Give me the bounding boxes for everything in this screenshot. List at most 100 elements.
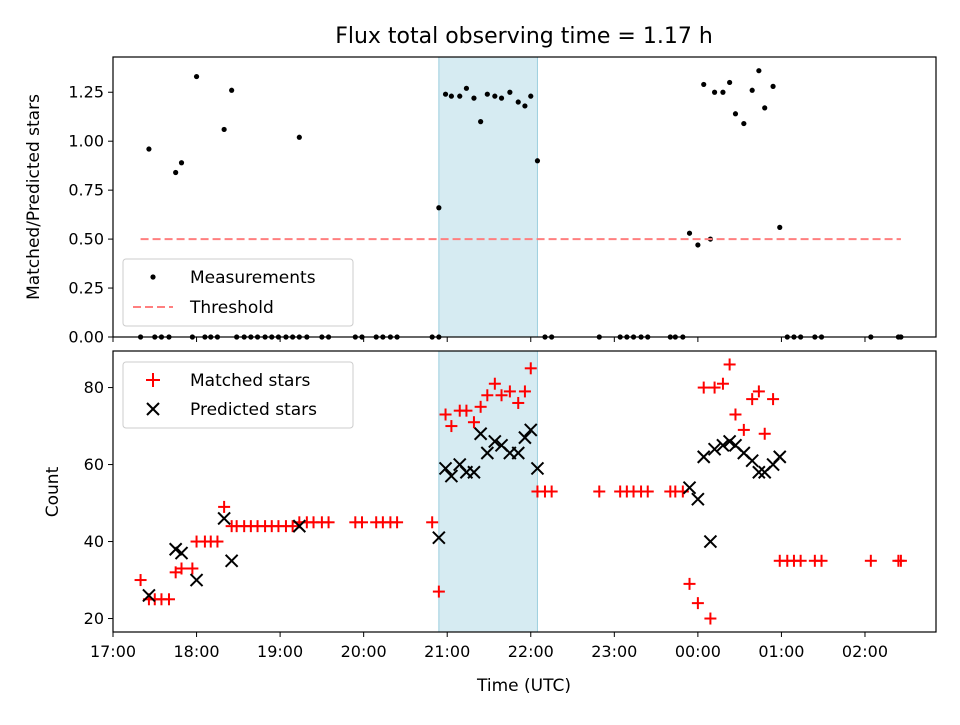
measurement-point (484, 91, 490, 97)
predicted-star-point (682, 480, 697, 495)
measurement-point (762, 105, 768, 111)
y-tick-label: 0.50 (68, 230, 104, 249)
matched-star-point (593, 485, 606, 498)
matched-star-point (641, 485, 654, 498)
matched-star-point (691, 597, 704, 610)
measurement-point (442, 91, 449, 97)
y-tick-label: 80 (84, 378, 104, 397)
predicted-star-point (444, 469, 459, 483)
predicted-star-point (524, 423, 538, 437)
measurement-point (727, 79, 733, 86)
legend-matched-marker (146, 373, 160, 387)
predicted-star-point (773, 450, 787, 464)
y-tick-label: 1.25 (68, 83, 104, 102)
matched-star-point (503, 385, 516, 398)
matched-star-point (322, 516, 335, 529)
measurement-point (193, 73, 200, 80)
matched-star-point (758, 427, 771, 440)
matched-star-point (794, 554, 807, 567)
top-axes: 0.00 0.25 0.50 0.75 1.00 1.25 Matched/Predict… (24, 56, 937, 347)
predicted-star-point (707, 442, 722, 456)
measurement-point (720, 89, 726, 95)
x-tick-label: 17:00 (90, 642, 136, 661)
measurement-point (741, 120, 747, 127)
measurement-point (515, 99, 521, 105)
matched-star-point (460, 404, 473, 417)
predicted-star-point (217, 511, 231, 526)
x-tick-label: 19:00 (257, 642, 303, 661)
measurement-point (528, 93, 534, 99)
matched-star-point (518, 385, 531, 398)
matched-star-point (512, 396, 525, 409)
measurement-point (492, 93, 498, 99)
legend-threshold-label: Threshold (189, 298, 274, 318)
matched-star-point (737, 423, 750, 436)
matched-star-point (445, 420, 458, 433)
matched-star-point (439, 408, 452, 421)
matched-star-point (704, 612, 717, 625)
predicted-star-point (432, 530, 446, 545)
y-tick-label: 1.00 (68, 132, 104, 151)
measurement-point (498, 95, 505, 101)
x-tick-label: 18:00 (173, 642, 219, 661)
legend-matched-label: Matched stars (190, 371, 310, 391)
predicted-star-point (530, 461, 545, 476)
measurement-point (146, 146, 152, 152)
top-axes-frame (112, 56, 937, 338)
measurement-point (711, 89, 718, 95)
predicted-star-point (488, 434, 502, 449)
legend-measurements-marker (150, 274, 156, 280)
predicted-star-point (142, 588, 156, 603)
chart-title: Flux total observing time = 1.17 h (335, 24, 713, 49)
matched-star-point (683, 577, 696, 590)
predicted-star-point (168, 542, 183, 556)
predicted-star-point (703, 534, 718, 549)
x-tick-label: 00:00 (675, 642, 721, 661)
matched-star-point (524, 362, 537, 375)
y-tick-label: 0.25 (68, 279, 104, 298)
predicted-star-point (752, 465, 766, 479)
y-tick-label: 40 (84, 532, 104, 551)
top-legend: Measurements Threshold (122, 258, 354, 327)
x-axis-label: Time (UTC) (476, 676, 571, 696)
predicted-star-point (174, 546, 189, 560)
top-legend-box (122, 258, 354, 327)
matched-star-point (432, 585, 445, 598)
measurement-point (522, 103, 528, 109)
measurement-point (471, 95, 477, 101)
measurement-point (695, 242, 701, 248)
matched-star-point (218, 500, 231, 513)
predicted-star-point (511, 446, 525, 460)
legend-predicted-marker (146, 402, 160, 416)
predicted-star-point (438, 461, 453, 476)
measurement-point (178, 160, 185, 166)
matched-star-point (697, 381, 710, 394)
matched-star-point (391, 516, 404, 529)
measurement-point (534, 158, 541, 164)
matched-star-point (545, 485, 558, 498)
y-tick-label: 60 (84, 455, 104, 474)
bottom-y-axis-label: Count (43, 466, 63, 517)
matched-star-point (488, 377, 501, 390)
matched-star-point (864, 554, 877, 567)
measurement-point (756, 68, 762, 74)
matched-star-point (723, 358, 736, 371)
legend-predicted-label: Predicted stars (190, 400, 317, 420)
measurement-point (296, 134, 302, 140)
bottom-y-ticks: 20 40 60 80 (84, 378, 113, 628)
x-tick-label: 23:00 (591, 642, 637, 661)
measurement-point (463, 85, 470, 91)
matched-star-point (211, 535, 224, 548)
y-tick-label: 0.75 (68, 181, 104, 200)
predicted-star-point (697, 450, 711, 464)
measurement-point (507, 89, 513, 95)
matched-star-point (716, 377, 729, 390)
predicted-star-point (745, 453, 759, 468)
predicted-star-point (473, 427, 488, 441)
measurement-point (732, 111, 739, 117)
bottom-legend-box (122, 361, 354, 429)
top-highlight-span (438, 57, 538, 337)
measurement-point (478, 119, 484, 125)
matched-star-point (815, 554, 828, 567)
